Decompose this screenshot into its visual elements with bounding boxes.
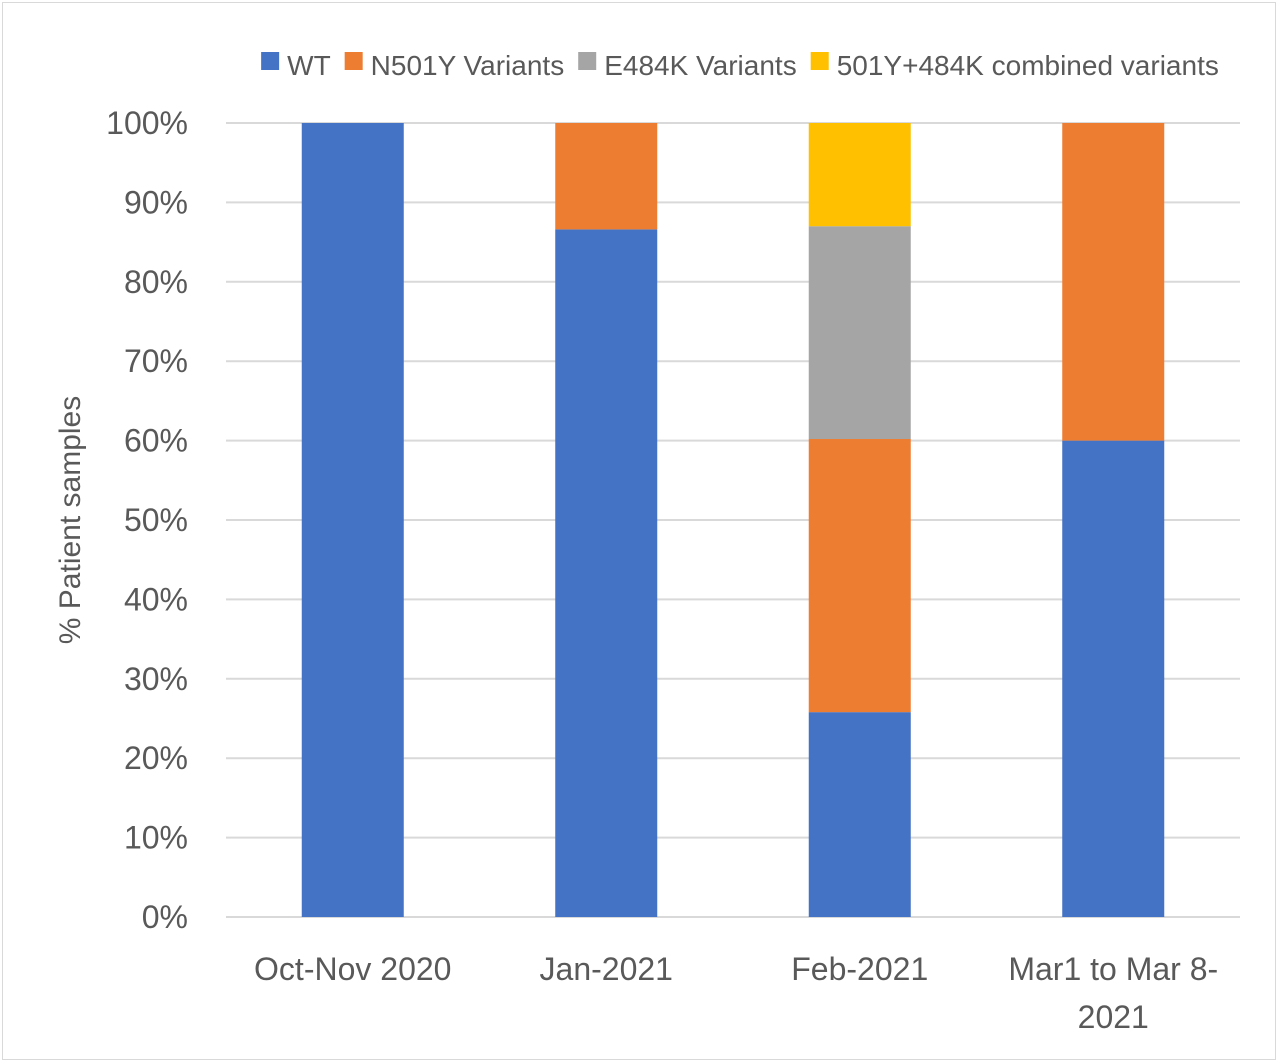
y-tick-label: 70% bbox=[124, 343, 188, 379]
y-tick-labels: 0% 10% 20% 30% 40% 50% 60% 70% 80% 90% 100% bbox=[106, 105, 188, 935]
y-tick-label: 80% bbox=[124, 264, 188, 300]
legend-item: N501Y Variants bbox=[344, 50, 565, 81]
bar-segment bbox=[808, 123, 911, 227]
legend-swatch bbox=[261, 52, 280, 70]
bar-segment bbox=[1062, 123, 1165, 441]
y-tick-label: 100% bbox=[106, 105, 188, 141]
bar-segment bbox=[555, 229, 658, 917]
y-tick-label: 60% bbox=[124, 423, 188, 459]
y-tick-label: 40% bbox=[124, 581, 188, 617]
legend-item: WT bbox=[261, 50, 331, 81]
x-tick-label: Feb-2021 bbox=[791, 951, 928, 987]
legend-label: WT bbox=[287, 50, 331, 81]
legend-swatch bbox=[578, 52, 597, 70]
bar-segment bbox=[301, 123, 404, 917]
bar-segment bbox=[808, 712, 911, 917]
legend-label: 501Y+484K combined variants bbox=[837, 50, 1219, 81]
bar-segment bbox=[555, 123, 658, 230]
bar-segment bbox=[1062, 440, 1165, 917]
y-tick-label: 90% bbox=[124, 184, 188, 220]
legend-label: E484K Variants bbox=[604, 50, 797, 81]
y-tick-label: 20% bbox=[124, 740, 188, 776]
legend-swatch bbox=[344, 52, 363, 70]
bar-segment bbox=[808, 439, 911, 713]
legend-item: 501Y+484K combined variants bbox=[810, 50, 1219, 81]
legend-label: N501Y Variants bbox=[371, 50, 565, 81]
bars bbox=[301, 123, 1165, 917]
x-tick-labels: Oct-Nov 2020 Jan-2021 Feb-2021 Mar1 to Mar … bbox=[254, 951, 1218, 1035]
y-tick-label: 0% bbox=[142, 899, 188, 935]
bar-segment bbox=[808, 226, 911, 440]
legend-item: E484K Variants bbox=[578, 50, 797, 81]
legend-swatch bbox=[810, 52, 829, 70]
y-tick-label: 10% bbox=[124, 820, 188, 856]
x-tick-label: Oct-Nov 2020 bbox=[254, 951, 451, 987]
y-axis-title: % Patient samples bbox=[54, 396, 87, 644]
x-tick-label: 2021 bbox=[1078, 999, 1149, 1035]
x-tick-label: Mar1 to Mar 8- bbox=[1008, 951, 1218, 987]
x-tick-label: Jan-2021 bbox=[540, 951, 673, 987]
y-tick-label: 30% bbox=[124, 661, 188, 697]
y-tick-label: 50% bbox=[124, 502, 188, 538]
legend: WT N501Y Variants E484K Variants 501Y+484K … bbox=[261, 50, 1219, 81]
